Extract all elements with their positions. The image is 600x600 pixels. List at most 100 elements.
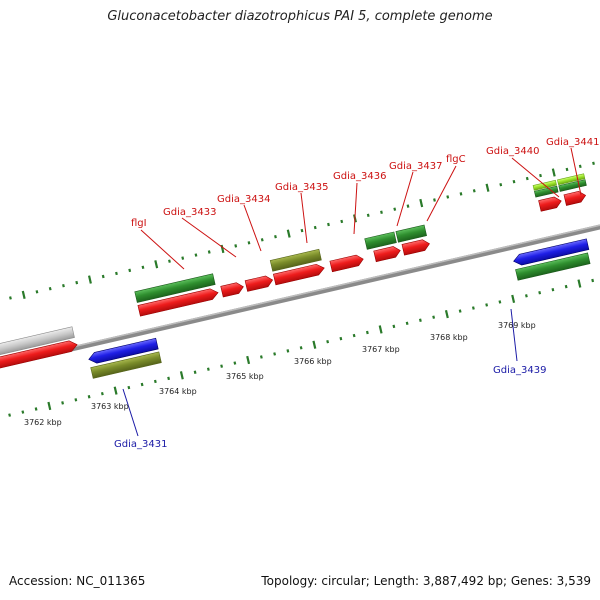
- backbone: [0, 214, 600, 377]
- gene-gdia-3431-olive[interactable]: [90, 351, 162, 379]
- gene-gray[interactable]: [0, 326, 75, 363]
- kbp-label-3767: 3767 kbp: [362, 345, 400, 354]
- accession-label: Accession: NC_011365: [9, 574, 146, 588]
- label-gdia-3440[interactable]: Gdia_3440: [486, 146, 539, 157]
- cds-gdia-3435[interactable]: [272, 263, 325, 286]
- tick-mark: [273, 352, 277, 356]
- tick-mark: [153, 379, 157, 384]
- backbone-highlight: [0, 214, 600, 374]
- kbp-labels: 3762 kbp 3763 kbp 3764 kbp 3765 kbp 3766…: [24, 321, 536, 427]
- gene-gdia-3437-green[interactable]: [364, 231, 397, 250]
- label-gdia-3439[interactable]: Gdia_3439: [493, 365, 546, 376]
- tick-mark: [127, 385, 131, 390]
- label-flgI[interactable]: flgI: [131, 218, 147, 229]
- tick-mark: [193, 370, 197, 374]
- cds-gdia-3440[interactable]: [538, 196, 563, 212]
- tick-mark: [220, 364, 224, 368]
- kbp-label-3766: 3766 kbp: [294, 357, 332, 366]
- tick-mark: [393, 207, 397, 211]
- tick-mark: [365, 330, 369, 335]
- tick-mark: [326, 339, 330, 344]
- cds-left-forward[interactable]: [0, 339, 78, 376]
- tick-mark: [207, 250, 211, 254]
- leader-gdia-3437: [396, 171, 414, 227]
- tick-mark: [247, 241, 251, 245]
- label-gdia-3435[interactable]: Gdia_3435: [275, 182, 328, 193]
- tick-mark: [499, 182, 503, 187]
- tick-mark: [432, 315, 436, 319]
- kbp-label-3762: 3762 kbp: [24, 418, 62, 427]
- tick-mark: [167, 376, 171, 381]
- tick-mark: [286, 229, 291, 238]
- tick-mark: [140, 382, 144, 387]
- tick-mark: [405, 321, 409, 326]
- tick-mark: [87, 275, 92, 284]
- tick-mark: [525, 176, 529, 181]
- tick-mark: [168, 259, 171, 263]
- tick-mark: [234, 244, 238, 248]
- leader-flgC: [426, 165, 457, 222]
- leader-gdia-3441: [570, 147, 582, 196]
- tick-mark: [233, 361, 237, 365]
- tick-mark: [366, 213, 370, 218]
- gene-gdia-3441-green[interactable]: [558, 179, 587, 192]
- tick-mark: [260, 238, 264, 242]
- gene-gdia-3435-olive[interactable]: [269, 248, 322, 272]
- cds-gdia-3439[interactable]: [512, 238, 590, 267]
- cds-flgI[interactable]: [137, 287, 219, 317]
- tick-mark: [511, 294, 516, 303]
- tick-mark: [539, 173, 542, 178]
- tick-mark: [100, 391, 104, 396]
- tick-mark: [592, 161, 595, 166]
- cds-gdia-3433[interactable]: [220, 281, 245, 298]
- tick-mark: [577, 279, 582, 288]
- label-gdia-3441[interactable]: Gdia_3441: [546, 137, 599, 148]
- tick-mark: [444, 309, 449, 319]
- label-gdia-3437[interactable]: Gdia_3437: [389, 161, 442, 172]
- label-gdia-3433[interactable]: Gdia_3433: [163, 207, 216, 218]
- tick-mark: [591, 278, 595, 283]
- tick-mark: [62, 283, 65, 288]
- leader-gdia-3435: [300, 192, 308, 244]
- leader-lines: [122, 147, 582, 437]
- tick-mark: [340, 219, 344, 224]
- tick-mark: [113, 386, 118, 395]
- tick-mark: [179, 371, 184, 380]
- label-gdia-3431[interactable]: Gdia_3431: [114, 439, 167, 450]
- gene-gdia-3440-green[interactable]: [534, 185, 559, 198]
- gene-gdia-3439-green[interactable]: [515, 252, 591, 281]
- cds-flgC[interactable]: [401, 238, 431, 256]
- gene-flgC-green[interactable]: [395, 224, 427, 243]
- tick-mark: [380, 210, 383, 214]
- tick-mark: [471, 306, 475, 310]
- cds-gdia-3436[interactable]: [329, 254, 365, 273]
- tick-mark: [352, 333, 356, 338]
- tick-mark: [74, 398, 78, 402]
- leader-gdia-3436: [353, 182, 358, 235]
- tick-mark: [564, 284, 568, 289]
- tick-mark: [485, 183, 490, 192]
- tick-mark: [206, 367, 210, 371]
- topology-label: Topology: circular; Length: 3,887,492 bp…: [261, 574, 591, 588]
- tick-mark: [524, 294, 528, 298]
- tick-mark: [141, 265, 145, 270]
- tick-mark: [21, 290, 26, 299]
- label-flgC[interactable]: flgC: [446, 154, 466, 165]
- label-gdia-3436[interactable]: Gdia_3436: [333, 171, 386, 182]
- gene-gdia-3441-lime[interactable]: [557, 173, 586, 186]
- kbp-label-3763: 3763 kbp: [91, 402, 129, 411]
- tick-mark: [578, 164, 582, 169]
- tick-mark: [406, 204, 410, 208]
- gene-flgI-green[interactable]: [134, 273, 216, 303]
- kbp-label-3765: 3765 kbp: [226, 372, 264, 381]
- label-gdia-3434[interactable]: Gdia_3434: [217, 194, 270, 205]
- tick-mark: [498, 300, 502, 304]
- tick-mark: [419, 198, 424, 208]
- cds-gdia-3437[interactable]: [373, 245, 402, 263]
- leader-gdia-3431: [122, 388, 139, 437]
- tick-mark: [21, 410, 25, 414]
- cds-gdia-3441[interactable]: [563, 190, 587, 206]
- cds-gdia-3431[interactable]: [88, 337, 159, 364]
- cds-gdia-3434[interactable]: [244, 275, 274, 292]
